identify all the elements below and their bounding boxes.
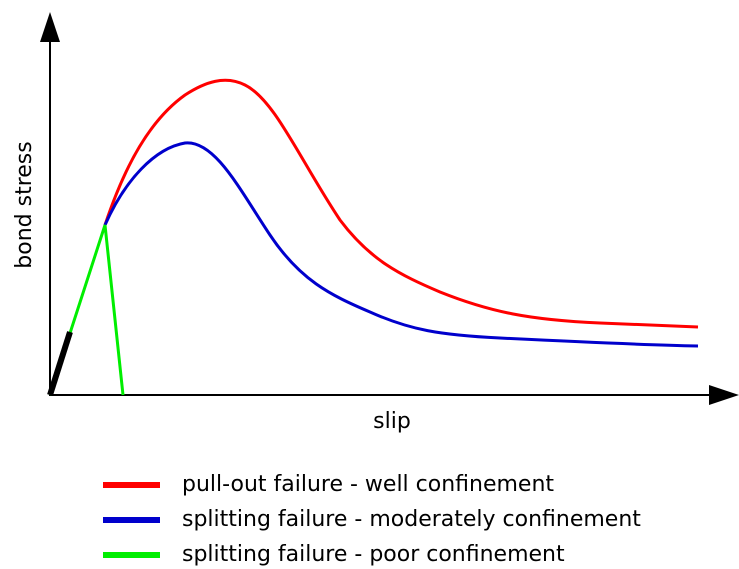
initial-segment (47, 331, 73, 396)
legend-label: pull-out failure - well confinement (182, 472, 554, 497)
moderate-curve (103, 141, 699, 348)
x-axis-label: slip (373, 409, 411, 434)
x-arrow (709, 385, 739, 405)
legend: pull-out failure - well confinement split… (103, 472, 641, 567)
y-arrow (40, 12, 60, 42)
y-axis-label: bond stress (12, 141, 37, 268)
legend-label: splitting failure - poor confinement (182, 542, 565, 567)
pull-out-curve (103, 78, 699, 329)
legend-label: splitting failure - moderately confineme… (182, 507, 641, 532)
